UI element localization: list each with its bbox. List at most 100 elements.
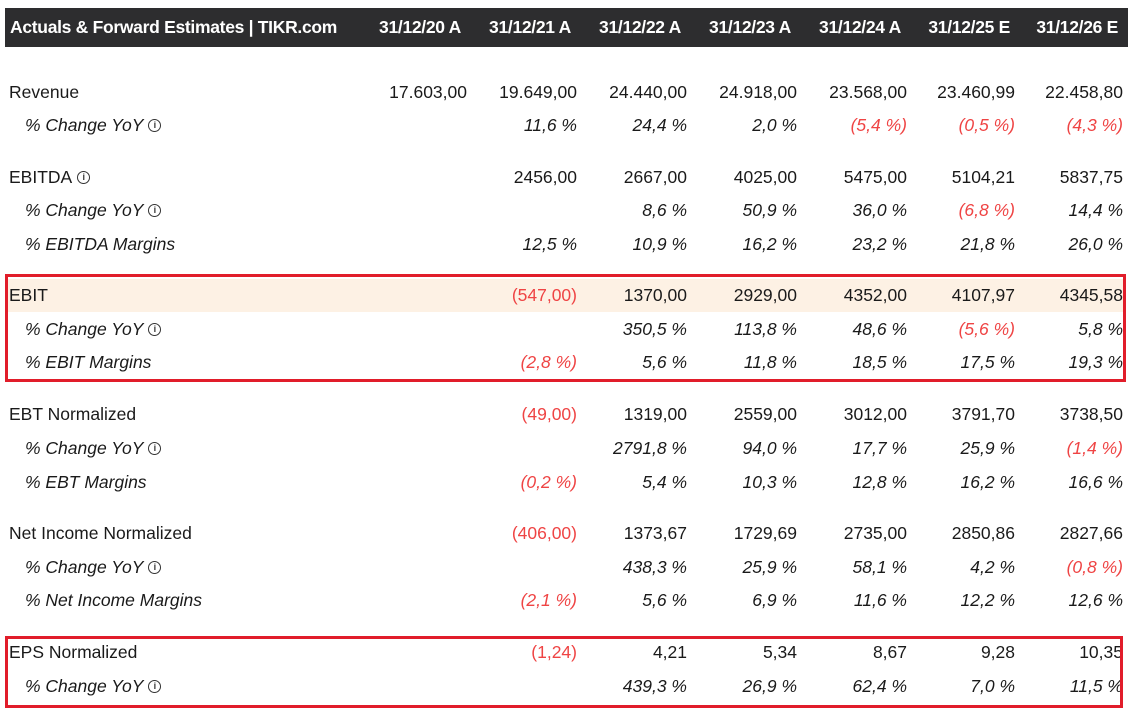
info-circle-icon[interactable]: i: [148, 679, 162, 693]
column-header[interactable]: 31/12/23 A: [709, 17, 791, 37]
cell-value: 2850,86: [951, 523, 1015, 543]
cell-value: 350,5 %: [622, 319, 687, 339]
cell-value: 17,7 %: [852, 438, 907, 458]
column-header[interactable]: 31/12/25 E: [928, 17, 1010, 37]
row-label: EPS Normalized: [9, 636, 137, 669]
row-label-text: % Change YoY: [25, 319, 144, 339]
cell-value: 4107,97: [951, 285, 1015, 305]
cell-value: (0,2 %): [520, 472, 577, 492]
row-label-text: % Change YoY: [25, 200, 144, 220]
table-row[interactable]: % Change YoY i 8,6 % 50,9 % 36,0 % (6,8 %) 14,…: [5, 194, 1126, 227]
table-row[interactable]: Net Income Normalized (406,00) 1373,67 1729…: [5, 517, 1126, 550]
table-row[interactable]: EBIT (547,00) 1370,00 2929,00 4352,00 4107,97…: [5, 279, 1126, 312]
info-circle-icon[interactable]: i: [148, 560, 162, 574]
cell-value: 2456,00: [513, 167, 577, 187]
row-label-text: EPS Normalized: [9, 642, 138, 662]
cell-value: 11,6 %: [523, 115, 577, 135]
cell-value: 2791,8 %: [613, 438, 687, 458]
cell-value: 4,2 %: [970, 557, 1015, 577]
cell-value: 5104,21: [951, 167, 1015, 187]
cell-value: 25,9 %: [742, 557, 797, 577]
column-header[interactable]: 31/12/20 A: [379, 17, 461, 37]
cell-value: 36,0 %: [852, 200, 907, 220]
cell-value: 12,2 %: [960, 590, 1015, 610]
cell-value: 4025,00: [733, 167, 797, 187]
cell-value: 5837,75: [1059, 167, 1123, 187]
cell-value: (547,00): [511, 285, 577, 305]
cell-value: 5,8 %: [1078, 319, 1123, 339]
cell-value: 19.649,00: [499, 82, 577, 102]
row-label-text: Net Income Normalized: [9, 523, 192, 543]
row-label: % EBITDA Margins: [25, 228, 175, 261]
column-header[interactable]: 31/12/21 A: [489, 17, 571, 37]
row-label: % EBT Margins: [25, 466, 147, 499]
info-circle-icon[interactable]: i: [148, 441, 162, 455]
table-row[interactable]: % Change YoY i 2791,8 % 94,0 % 17,7 % 25,9 % (…: [5, 432, 1126, 465]
row-label: EBITDA i: [9, 161, 91, 194]
cell-value: 14,4 %: [1068, 200, 1123, 220]
cell-value: 24.918,00: [719, 82, 797, 102]
table-row[interactable]: EPS Normalized (1,24) 4,21 5,34 8,67 9,28 10,3…: [5, 636, 1126, 669]
table-row[interactable]: Revenue 17.603,00 19.649,00 24.440,00 24.918…: [5, 76, 1126, 109]
table-row[interactable]: % EBT Margins (0,2 %) 5,4 % 10,3 % 12,8 % 16,…: [5, 466, 1126, 499]
cell-value: 50,9 %: [742, 200, 797, 220]
cell-value: 18,5 %: [852, 352, 907, 372]
row-label-text: % EBIT Margins: [25, 352, 152, 372]
row-label-text: % Change YoY: [25, 676, 144, 696]
cell-value: (6,8 %): [958, 200, 1015, 220]
column-header[interactable]: 31/12/26 E: [1036, 17, 1118, 37]
info-circle-icon[interactable]: i: [148, 322, 162, 336]
info-circle-icon[interactable]: i: [148, 118, 162, 132]
cell-value: 16,2 %: [960, 472, 1015, 492]
table-row[interactable]: EBITDA i 2456,00 2667,00 4025,00 5475,00 5104,…: [5, 161, 1126, 194]
cell-value: (0,8 %): [1066, 557, 1123, 577]
cell-value: 23.568,00: [829, 82, 907, 102]
cell-value: 113,8 %: [734, 319, 797, 339]
row-label-text: % Change YoY: [25, 438, 144, 458]
row-label-text: Revenue: [9, 82, 80, 102]
cell-value: 1370,00: [623, 285, 687, 305]
cell-value: 11,8 %: [743, 352, 797, 372]
column-header[interactable]: 31/12/24 A: [819, 17, 901, 37]
cell-value: 7,0 %: [970, 676, 1015, 696]
cell-value: (5,6 %): [958, 319, 1015, 339]
cell-value: 24.440,00: [609, 82, 687, 102]
row-label-text: % EBITDA Margins: [25, 234, 176, 254]
cell-value: 438,3 %: [622, 557, 687, 577]
cell-value: 4,21: [652, 642, 687, 662]
cell-value: 3791,70: [951, 404, 1015, 424]
table-row[interactable]: % Change YoY i 11,6 % 24,4 % 2,0 % (5,4 %) (0,…: [5, 109, 1126, 142]
cell-value: 26,9 %: [742, 676, 797, 696]
column-header[interactable]: 31/12/22 A: [599, 17, 681, 37]
table-row[interactable]: EBT Normalized (49,00) 1319,00 2559,00 3012,…: [5, 398, 1126, 431]
table-row[interactable]: % Change YoY i 350,5 % 113,8 % 48,6 % (5,6 %)…: [5, 313, 1126, 346]
cell-value: (406,00): [511, 523, 577, 543]
cell-value: 4345,58: [1059, 285, 1123, 305]
row-label: % Change YoY i: [25, 670, 162, 703]
cell-value: 62,4 %: [852, 676, 907, 696]
table-row[interactable]: % Change YoY i 439,3 % 26,9 % 62,4 % 7,0 % 11,…: [5, 670, 1126, 703]
info-circle-icon[interactable]: i: [77, 170, 91, 184]
row-label-text: EBT Normalized: [9, 404, 137, 424]
row-label: % Change YoY i: [25, 194, 162, 227]
cell-value: 11,6 %: [853, 590, 907, 610]
table-row[interactable]: % EBIT Margins (2,8 %) 5,6 % 11,8 % 18,5 % 17…: [5, 346, 1126, 379]
cell-value: 11,5 %: [1069, 676, 1123, 696]
table-row[interactable]: % EBITDA Margins 12,5 % 10,9 % 16,2 % 23,2 %…: [5, 228, 1126, 261]
row-label-text: % Change YoY: [25, 115, 144, 135]
table-row[interactable]: % Net Income Margins (2,1 %) 5,6 % 6,9 % 11,…: [5, 584, 1126, 617]
table-header: Actuals & Forward Estimates | TIKR.com 3…: [5, 8, 1128, 47]
cell-value: 19,3 %: [1068, 352, 1123, 372]
cell-value: 48,6 %: [852, 319, 907, 339]
row-label: Revenue: [9, 76, 79, 109]
cell-value: 3738,50: [1059, 404, 1123, 424]
info-circle-icon[interactable]: i: [148, 203, 162, 217]
table-row[interactable]: % Change YoY i 438,3 % 25,9 % 58,1 % 4,2 % (0,…: [5, 551, 1126, 584]
row-label: % Change YoY i: [25, 313, 162, 346]
table-title: Actuals & Forward Estimates | TIKR.com: [10, 17, 338, 37]
cell-value: 17,5 %: [960, 352, 1015, 372]
cell-value: 2559,00: [733, 404, 797, 424]
row-label: % Change YoY i: [25, 109, 162, 142]
cell-value: 1319,00: [623, 404, 687, 424]
cell-value: 8,67: [872, 642, 907, 662]
